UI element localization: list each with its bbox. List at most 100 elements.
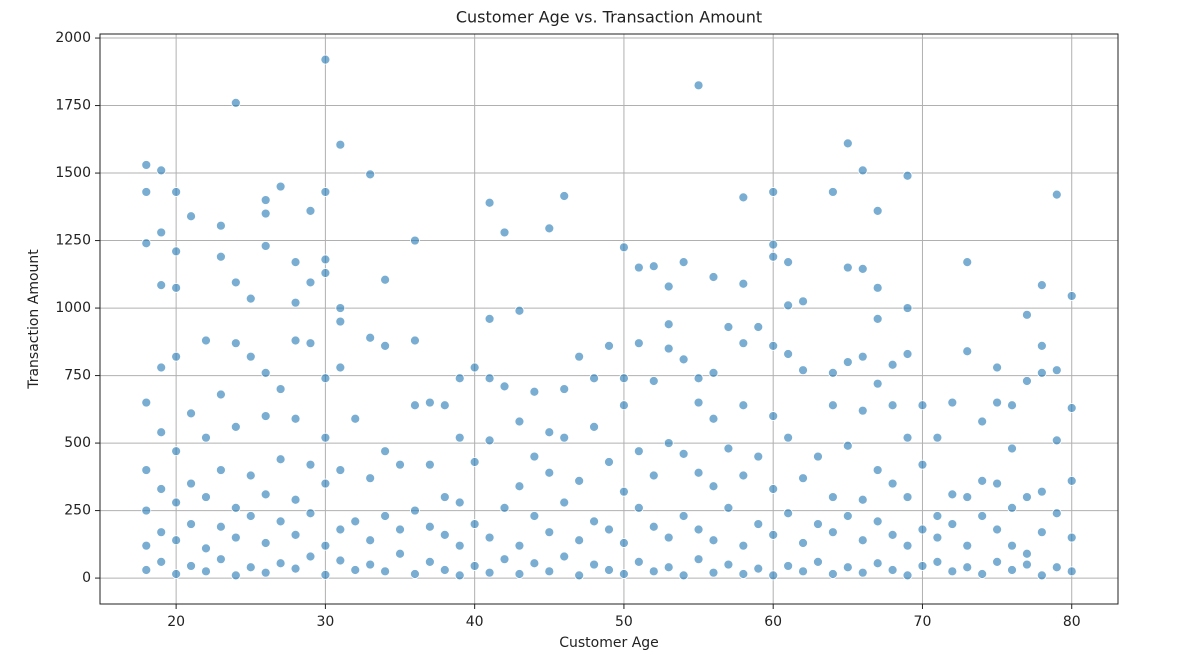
point (902, 570, 913, 581)
point (260, 208, 271, 219)
point (663, 343, 674, 354)
point (320, 268, 331, 278)
point (604, 340, 614, 351)
point (962, 257, 973, 268)
point (768, 411, 779, 421)
point (813, 451, 823, 462)
point (439, 565, 450, 575)
point (857, 535, 868, 546)
point (454, 497, 465, 508)
point (917, 459, 928, 470)
point (1007, 443, 1017, 454)
point (499, 502, 510, 513)
point (201, 543, 211, 554)
point (305, 459, 316, 470)
point (663, 438, 674, 448)
point (335, 316, 346, 327)
point (186, 211, 196, 222)
point (290, 257, 301, 268)
point (589, 421, 599, 432)
point (216, 389, 226, 400)
point (171, 282, 182, 293)
point (887, 529, 898, 540)
point (1066, 475, 1077, 486)
point (798, 296, 808, 307)
point (828, 569, 838, 579)
point (365, 535, 376, 546)
point (574, 535, 585, 546)
point (156, 484, 167, 494)
point (290, 529, 301, 540)
point (887, 400, 898, 411)
point (245, 351, 256, 362)
point (216, 465, 226, 475)
point (962, 540, 973, 551)
point (559, 432, 570, 443)
point (738, 278, 749, 289)
point (783, 432, 794, 443)
point (1036, 280, 1047, 291)
point (245, 511, 256, 521)
point (857, 494, 868, 505)
point (320, 432, 331, 443)
point (828, 527, 838, 538)
point (917, 561, 928, 571)
point (783, 561, 794, 571)
point (424, 521, 435, 532)
point (544, 527, 555, 538)
point (753, 563, 764, 574)
point (484, 532, 495, 543)
point (275, 181, 286, 192)
point (1022, 548, 1032, 559)
point (380, 511, 390, 521)
point (723, 443, 734, 454)
plot-frame (99, 33, 1119, 605)
point (290, 297, 301, 308)
point (678, 511, 689, 521)
point (768, 570, 779, 581)
point (604, 565, 614, 575)
point (230, 502, 241, 513)
point (633, 446, 644, 457)
point (230, 97, 241, 108)
point (1022, 309, 1032, 320)
point (514, 416, 525, 427)
point (230, 277, 241, 288)
point (410, 235, 420, 246)
point (141, 238, 152, 249)
point (693, 467, 704, 478)
point (842, 262, 853, 273)
point (260, 567, 271, 578)
point (380, 274, 390, 285)
y-tick-label: 2000 (55, 30, 91, 46)
point (216, 251, 226, 262)
point (872, 205, 883, 216)
point (514, 481, 525, 492)
point (439, 492, 450, 502)
point (723, 502, 734, 513)
x-tick-label: 60 (764, 614, 782, 630)
point (604, 524, 614, 535)
point (783, 508, 794, 519)
point (290, 563, 301, 574)
point (544, 566, 555, 577)
point (335, 465, 346, 475)
point (1036, 486, 1047, 497)
point (559, 384, 570, 394)
point (529, 451, 540, 462)
point (320, 187, 331, 197)
point (156, 362, 167, 373)
point (320, 54, 331, 65)
point (499, 554, 510, 565)
point (469, 362, 480, 373)
point (1036, 367, 1047, 378)
point (738, 540, 749, 551)
point (365, 559, 376, 570)
point (693, 373, 704, 384)
point (335, 303, 346, 313)
point (768, 251, 779, 262)
point (768, 340, 779, 351)
point (156, 556, 167, 567)
point (469, 561, 480, 571)
